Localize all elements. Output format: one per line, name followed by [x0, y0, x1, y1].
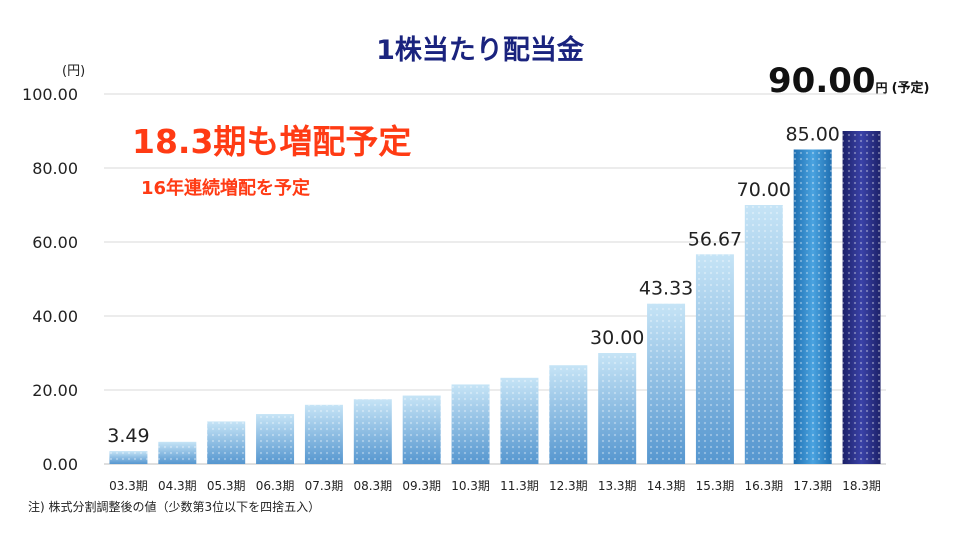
x-tick-label: 09.3期 [402, 479, 441, 493]
bar-texture [695, 254, 734, 464]
data-label: 43.33 [639, 278, 693, 300]
y-tick-label: 40.00 [32, 307, 78, 326]
data-label: 30.00 [590, 327, 644, 349]
bar-texture [109, 451, 148, 464]
bar-texture [598, 353, 637, 464]
data-label: 3.49 [107, 425, 149, 447]
bar-texture [304, 404, 343, 464]
x-tick-label: 08.3期 [353, 479, 392, 493]
chart-title: 1株当たり配当金 [376, 35, 584, 66]
data-label: 85.00 [785, 124, 839, 146]
bar-texture [793, 149, 832, 464]
bar-texture [158, 441, 197, 464]
headline-text: 18.3期も増配予定 [132, 122, 412, 161]
bar-texture [549, 365, 588, 464]
x-tick-label: 04.3期 [158, 479, 197, 493]
y-tick-label: 60.00 [32, 233, 78, 252]
bar-texture [402, 395, 441, 464]
x-tick-label: 16.3期 [744, 479, 783, 493]
x-tick-label: 11.3期 [500, 479, 539, 493]
y-tick-label: 80.00 [32, 159, 78, 178]
bar-texture [353, 399, 392, 464]
y-tick-label: 0.00 [42, 455, 78, 474]
bar-texture [647, 303, 686, 464]
y-tick-label: 100.00 [22, 85, 78, 104]
bar-texture [207, 421, 246, 464]
x-tick-label: 18.3期 [842, 479, 881, 493]
data-label: 70.00 [737, 179, 791, 201]
x-tick-label: 07.3期 [305, 479, 344, 493]
x-tick-label: 14.3期 [647, 479, 686, 493]
subheadline-text: 16年連続増配を予定 [141, 178, 311, 199]
x-tick-label: 06.3期 [256, 479, 295, 493]
bar-texture [451, 384, 490, 464]
x-tick-label: 15.3期 [696, 479, 735, 493]
bar-texture [256, 414, 295, 464]
forecast-tag: (予定) [891, 81, 930, 96]
forecast-unit: 円 [875, 81, 888, 95]
x-tick-label: 17.3期 [793, 479, 832, 493]
x-tick-label: 03.3期 [109, 479, 148, 493]
x-tick-label: 05.3期 [207, 479, 246, 493]
x-tick-label: 13.3期 [598, 479, 637, 493]
y-axis-unit: (円) [62, 64, 86, 79]
footnote: 注) 株式分割調整後の値（少数第3位以下を四捨五入） [28, 500, 321, 514]
bar-texture [744, 205, 783, 464]
x-tick-label: 12.3期 [549, 479, 588, 493]
data-label: 56.67 [688, 228, 742, 250]
y-tick-label: 20.00 [32, 381, 78, 400]
x-tick-label: 10.3期 [451, 479, 490, 493]
bar-texture [500, 377, 539, 464]
bar-texture [842, 131, 881, 464]
